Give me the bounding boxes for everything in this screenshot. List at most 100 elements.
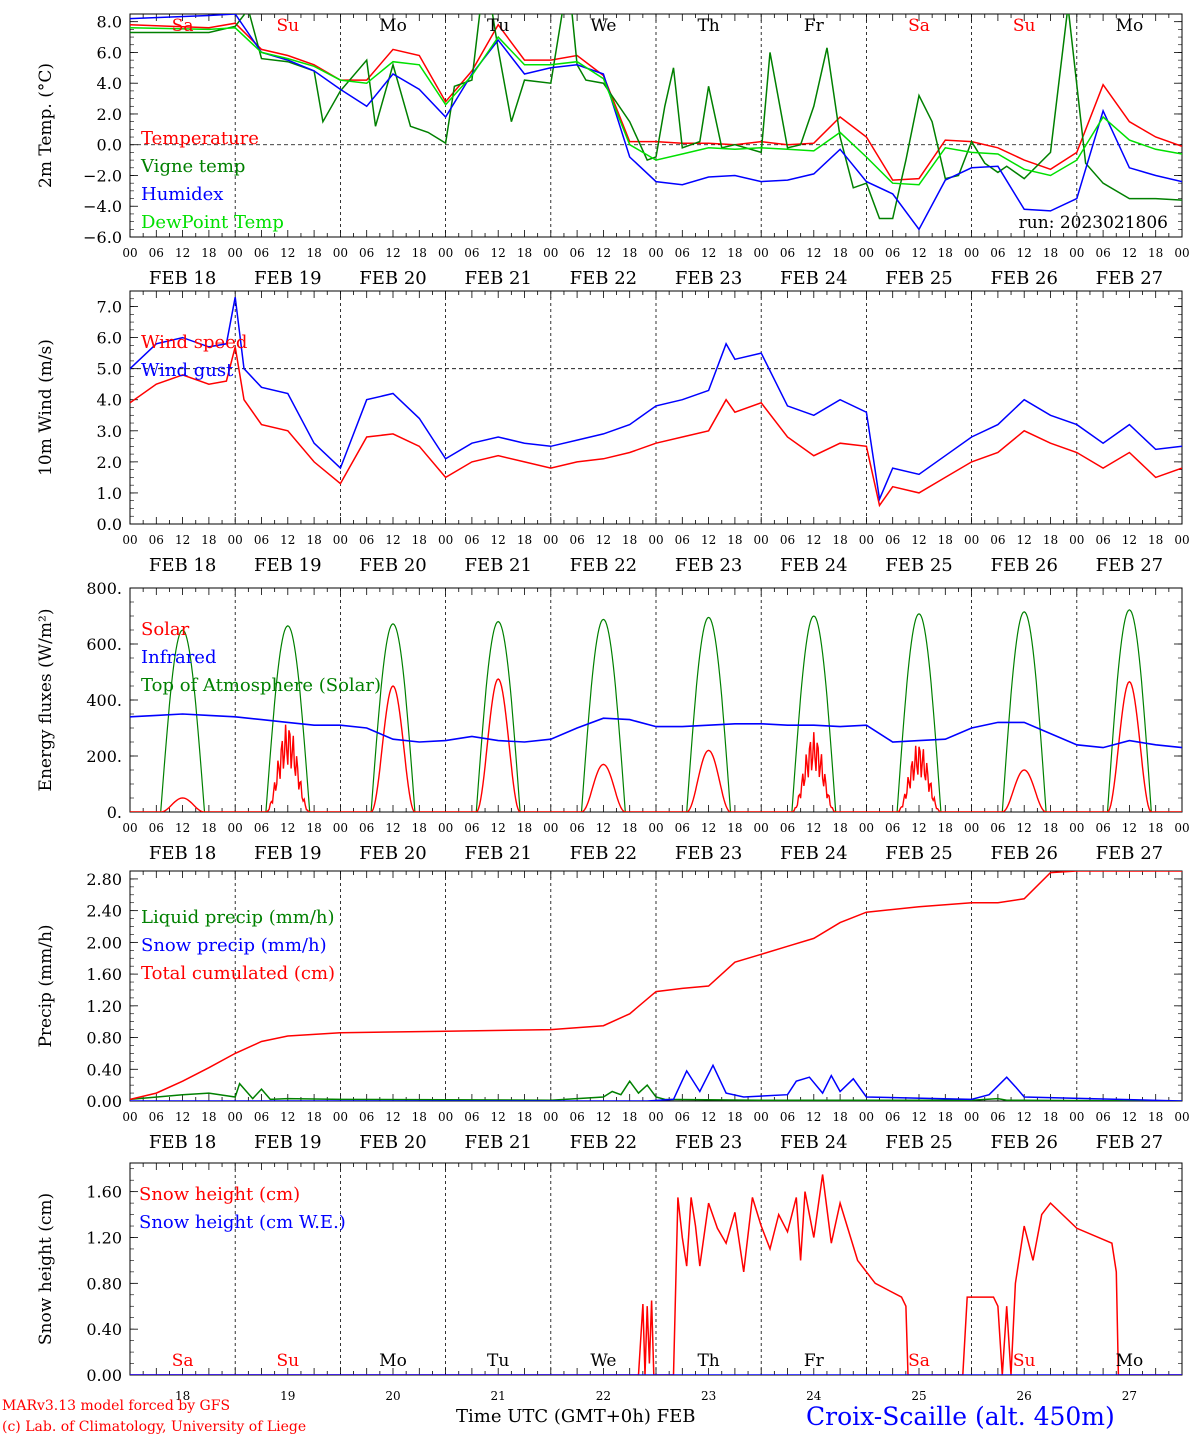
- hour-tick-label: 18: [622, 533, 637, 547]
- y-tick-label: 600.: [86, 635, 122, 654]
- day-label: FEB 19: [254, 843, 321, 864]
- day-number-label: 19: [280, 1389, 295, 1403]
- infrared-line: [130, 713, 1182, 749]
- legend-entry: Snow height (cm W.E.): [139, 1212, 346, 1233]
- y-tick-label: 0.40: [86, 1320, 122, 1339]
- day-number-label: 18: [175, 1389, 190, 1403]
- hour-tick-label: 18: [832, 1110, 847, 1124]
- day-label: FEB 18: [149, 268, 216, 289]
- hour-tick-label: 18: [832, 246, 847, 260]
- y-tick-label: 1.0: [97, 484, 122, 503]
- day-label: FEB 21: [464, 843, 531, 864]
- day-label: FEB 26: [990, 843, 1057, 864]
- weekday-label: Th: [697, 16, 719, 36]
- day-number-label: 26: [1017, 1389, 1032, 1403]
- toa-solar-line: [130, 629, 236, 812]
- hour-tick-label: 00: [228, 533, 243, 547]
- hour-tick-label: 12: [806, 533, 821, 547]
- hour-tick-label: 00: [122, 533, 137, 547]
- hour-tick-label: 12: [491, 246, 506, 260]
- day-label: FEB 26: [990, 268, 1057, 289]
- series-line-1: [130, 1079, 1182, 1101]
- weekday-label: Sa: [908, 1351, 930, 1371]
- hour-tick-label: 00: [648, 533, 663, 547]
- run-label: run: 2023021806: [1019, 213, 1168, 233]
- y-tick-label: 0.0: [97, 515, 122, 534]
- day-label: FEB 24: [780, 555, 847, 576]
- y-tick-label: 0.00: [86, 1366, 122, 1385]
- hour-tick-label: 00: [859, 533, 874, 547]
- legend-entry: Total cumulated (cm): [141, 963, 335, 984]
- hour-tick-label: 18: [832, 821, 847, 835]
- y-tick-label: 1.20: [86, 997, 122, 1016]
- hour-tick-label: 12: [175, 1110, 190, 1124]
- hour-tick-label: 00: [543, 533, 558, 547]
- hour-tick-label: 18: [938, 821, 953, 835]
- weekday-label: Mo: [379, 16, 407, 36]
- model-credit: MARv3.13 model forced by GFS: [2, 1398, 231, 1414]
- day-number-label: 22: [596, 1389, 611, 1403]
- hour-tick-label: 18: [306, 246, 321, 260]
- y-tick-label: 4.0: [97, 391, 122, 410]
- hour-tick-label: 06: [254, 821, 269, 835]
- hour-tick-label: 18: [517, 533, 532, 547]
- hour-tick-label: 06: [464, 1110, 479, 1124]
- day-label: FEB 24: [780, 268, 847, 289]
- hour-tick-label: 12: [596, 821, 611, 835]
- hour-tick-label: 18: [727, 246, 742, 260]
- y-tick-label: 4.0: [97, 74, 122, 93]
- hour-tick-label: 00: [228, 821, 243, 835]
- y-tick-label: 0.: [107, 803, 122, 822]
- series-line-3: [130, 871, 1182, 1101]
- hour-tick-label: 00: [859, 246, 874, 260]
- hour-tick-label: 06: [569, 821, 584, 835]
- toa-solar-line: [866, 613, 972, 812]
- hour-tick-label: 06: [464, 246, 479, 260]
- hour-tick-label: 00: [438, 533, 453, 547]
- hour-tick-label: 00: [1069, 246, 1084, 260]
- hour-tick-label: 18: [1148, 1110, 1163, 1124]
- hour-tick-label: 00: [859, 1110, 874, 1124]
- y-tick-label: −4.0: [83, 197, 122, 216]
- hour-tick-label: 06: [1095, 246, 1110, 260]
- hour-tick-label: 12: [911, 821, 926, 835]
- toa-solar-line: [445, 620, 551, 812]
- hour-tick-label: 06: [780, 821, 795, 835]
- hour-tick-label: 06: [780, 246, 795, 260]
- day-label: FEB 27: [1096, 268, 1163, 289]
- weekday-label: Sa: [172, 16, 194, 36]
- legend-entry: Wind gust: [141, 360, 234, 381]
- hour-tick-label: 06: [990, 821, 1005, 835]
- weekday-label: Fr: [804, 1351, 825, 1371]
- toa-solar-line: [235, 625, 341, 812]
- hour-tick-label: 06: [254, 533, 269, 547]
- hour-tick-label: 00: [543, 1110, 558, 1124]
- hour-tick-label: 18: [517, 821, 532, 835]
- panel-3: 800. 600. 400. 200. 0. Energy fluxes (W/m²) 00…: [36, 579, 1190, 864]
- y-tick-label: −6.0: [83, 228, 122, 247]
- weekday-label: Mo: [1116, 1351, 1144, 1371]
- hour-tick-label: 12: [596, 246, 611, 260]
- y-tick-label: 0.0: [97, 136, 122, 155]
- y-tick-label: 2.0: [97, 453, 122, 472]
- panel-4: 2.80 2.40 2.00 1.60 1.20 0.80 0.40 0.00 Precip (…: [36, 870, 1190, 1153]
- hour-tick-label: 00: [754, 246, 769, 260]
- hour-tick-label: 12: [701, 821, 716, 835]
- hour-tick-label: 18: [938, 1110, 953, 1124]
- series-line-1: [130, 1174, 1182, 1375]
- hour-tick-label: 06: [675, 1110, 690, 1124]
- hour-tick-label: 12: [596, 533, 611, 547]
- day-label: FEB 23: [675, 555, 742, 576]
- hour-tick-label: 06: [569, 533, 584, 547]
- day-label: FEB 22: [570, 268, 637, 289]
- solar-line: [761, 732, 867, 812]
- y-tick-label: 1.60: [86, 1183, 122, 1202]
- y-tick-label: 2.40: [86, 902, 122, 921]
- series-line-2: [130, 297, 1182, 502]
- hour-tick-label: 18: [727, 821, 742, 835]
- day-label: FEB 20: [359, 268, 426, 289]
- hour-tick-label: 18: [727, 533, 742, 547]
- day-label: FEB 18: [149, 1132, 216, 1153]
- y-tick-label: 0.80: [86, 1274, 122, 1293]
- legend-entry: Infrared: [141, 647, 216, 668]
